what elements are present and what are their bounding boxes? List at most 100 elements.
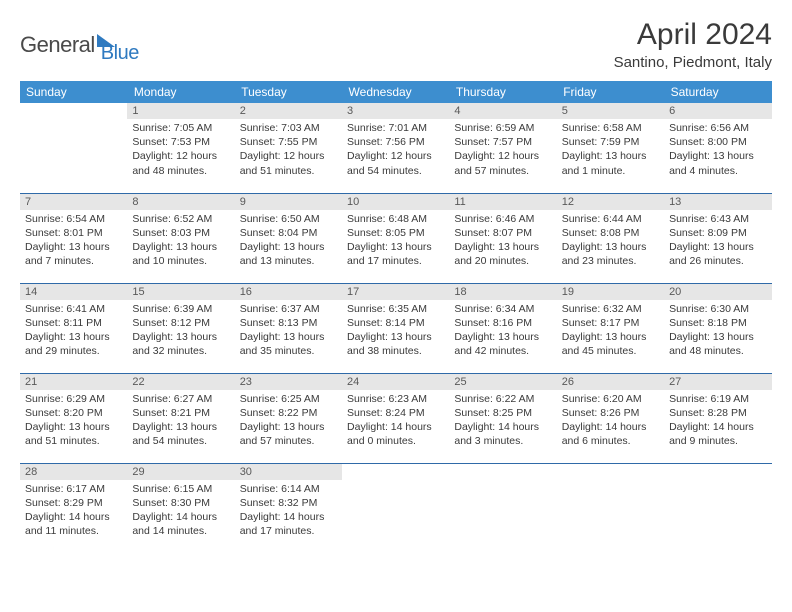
weekday-header: Saturday <box>664 81 771 103</box>
weekday-header: Wednesday <box>342 81 449 103</box>
day-number: 14 <box>20 284 127 300</box>
calendar-cell: 13Sunrise: 6:43 AMSunset: 8:09 PMDayligh… <box>664 193 771 283</box>
calendar-cell: 1Sunrise: 7:05 AMSunset: 7:53 PMDaylight… <box>127 103 234 193</box>
day-details: Sunrise: 7:03 AMSunset: 7:55 PMDaylight:… <box>235 119 342 180</box>
day-number: 15 <box>127 284 234 300</box>
day-details: Sunrise: 6:35 AMSunset: 8:14 PMDaylight:… <box>342 300 449 361</box>
calendar-cell: 23Sunrise: 6:25 AMSunset: 8:22 PMDayligh… <box>235 373 342 463</box>
day-details: Sunrise: 7:01 AMSunset: 7:56 PMDaylight:… <box>342 119 449 180</box>
day-details: Sunrise: 6:14 AMSunset: 8:32 PMDaylight:… <box>235 480 342 541</box>
calendar-cell: 3Sunrise: 7:01 AMSunset: 7:56 PMDaylight… <box>342 103 449 193</box>
calendar-cell: 29Sunrise: 6:15 AMSunset: 8:30 PMDayligh… <box>127 463 234 553</box>
day-number: 12 <box>557 194 664 210</box>
calendar-cell: 26Sunrise: 6:20 AMSunset: 8:26 PMDayligh… <box>557 373 664 463</box>
day-number: 23 <box>235 374 342 390</box>
day-details: Sunrise: 6:34 AMSunset: 8:16 PMDaylight:… <box>449 300 556 361</box>
day-number: 11 <box>449 194 556 210</box>
weekday-header: Sunday <box>20 81 127 103</box>
page-header: General Blue April 2024 Santino, Piedmon… <box>20 18 772 71</box>
day-details: Sunrise: 6:23 AMSunset: 8:24 PMDaylight:… <box>342 390 449 451</box>
month-title: April 2024 <box>614 18 772 52</box>
calendar-cell: 18Sunrise: 6:34 AMSunset: 8:16 PMDayligh… <box>449 283 556 373</box>
day-details: Sunrise: 6:50 AMSunset: 8:04 PMDaylight:… <box>235 210 342 271</box>
day-number: 5 <box>557 103 664 119</box>
weekday-header: Monday <box>127 81 234 103</box>
day-details: Sunrise: 6:29 AMSunset: 8:20 PMDaylight:… <box>20 390 127 451</box>
day-number: 10 <box>342 194 449 210</box>
day-details: Sunrise: 6:48 AMSunset: 8:05 PMDaylight:… <box>342 210 449 271</box>
day-details: Sunrise: 6:58 AMSunset: 7:59 PMDaylight:… <box>557 119 664 180</box>
day-details: Sunrise: 6:44 AMSunset: 8:08 PMDaylight:… <box>557 210 664 271</box>
calendar-cell: 11Sunrise: 6:46 AMSunset: 8:07 PMDayligh… <box>449 193 556 283</box>
weekday-header: Tuesday <box>235 81 342 103</box>
calendar-cell: 4Sunrise: 6:59 AMSunset: 7:57 PMDaylight… <box>449 103 556 193</box>
calendar-cell: 15Sunrise: 6:39 AMSunset: 8:12 PMDayligh… <box>127 283 234 373</box>
day-number: 7 <box>20 194 127 210</box>
day-number: 4 <box>449 103 556 119</box>
location-text: Santino, Piedmont, Italy <box>614 54 772 71</box>
day-details: Sunrise: 6:32 AMSunset: 8:17 PMDaylight:… <box>557 300 664 361</box>
day-details: Sunrise: 6:54 AMSunset: 8:01 PMDaylight:… <box>20 210 127 271</box>
calendar-cell: 19Sunrise: 6:32 AMSunset: 8:17 PMDayligh… <box>557 283 664 373</box>
calendar-cell: 17Sunrise: 6:35 AMSunset: 8:14 PMDayligh… <box>342 283 449 373</box>
day-details: Sunrise: 6:19 AMSunset: 8:28 PMDaylight:… <box>664 390 771 451</box>
calendar-cell: 24Sunrise: 6:23 AMSunset: 8:24 PMDayligh… <box>342 373 449 463</box>
day-number: 16 <box>235 284 342 300</box>
day-number: 1 <box>127 103 234 119</box>
day-details: Sunrise: 6:56 AMSunset: 8:00 PMDaylight:… <box>664 119 771 180</box>
day-details: Sunrise: 6:43 AMSunset: 8:09 PMDaylight:… <box>664 210 771 271</box>
day-details: Sunrise: 6:20 AMSunset: 8:26 PMDaylight:… <box>557 390 664 451</box>
logo: General Blue <box>20 18 139 65</box>
calendar-cell: 9Sunrise: 6:50 AMSunset: 8:04 PMDaylight… <box>235 193 342 283</box>
day-details: Sunrise: 6:37 AMSunset: 8:13 PMDaylight:… <box>235 300 342 361</box>
calendar-cell: 14Sunrise: 6:41 AMSunset: 8:11 PMDayligh… <box>20 283 127 373</box>
calendar-cell: 2Sunrise: 7:03 AMSunset: 7:55 PMDaylight… <box>235 103 342 193</box>
calendar-cell-empty <box>449 463 556 553</box>
weekday-header: Thursday <box>449 81 556 103</box>
calendar-cell: 7Sunrise: 6:54 AMSunset: 8:01 PMDaylight… <box>20 193 127 283</box>
day-number: 3 <box>342 103 449 119</box>
logo-text-1: General <box>20 32 95 58</box>
calendar-cell: 12Sunrise: 6:44 AMSunset: 8:08 PMDayligh… <box>557 193 664 283</box>
day-number: 13 <box>664 194 771 210</box>
day-details: Sunrise: 6:46 AMSunset: 8:07 PMDaylight:… <box>449 210 556 271</box>
day-details: Sunrise: 6:41 AMSunset: 8:11 PMDaylight:… <box>20 300 127 361</box>
day-details: Sunrise: 6:17 AMSunset: 8:29 PMDaylight:… <box>20 480 127 541</box>
calendar-cell-empty <box>20 103 127 193</box>
day-number: 20 <box>664 284 771 300</box>
day-details: Sunrise: 6:59 AMSunset: 7:57 PMDaylight:… <box>449 119 556 180</box>
day-number: 27 <box>664 374 771 390</box>
day-number: 9 <box>235 194 342 210</box>
day-number: 25 <box>449 374 556 390</box>
day-details: Sunrise: 6:25 AMSunset: 8:22 PMDaylight:… <box>235 390 342 451</box>
calendar-cell: 27Sunrise: 6:19 AMSunset: 8:28 PMDayligh… <box>664 373 771 463</box>
calendar-cell: 16Sunrise: 6:37 AMSunset: 8:13 PMDayligh… <box>235 283 342 373</box>
day-number: 26 <box>557 374 664 390</box>
day-number: 24 <box>342 374 449 390</box>
calendar-table: SundayMondayTuesdayWednesdayThursdayFrid… <box>20 81 772 553</box>
day-details: Sunrise: 6:27 AMSunset: 8:21 PMDaylight:… <box>127 390 234 451</box>
day-number: 2 <box>235 103 342 119</box>
calendar-cell: 30Sunrise: 6:14 AMSunset: 8:32 PMDayligh… <box>235 463 342 553</box>
calendar-cell: 28Sunrise: 6:17 AMSunset: 8:29 PMDayligh… <box>20 463 127 553</box>
day-details: Sunrise: 6:15 AMSunset: 8:30 PMDaylight:… <box>127 480 234 541</box>
calendar-cell-empty <box>557 463 664 553</box>
calendar-cell: 6Sunrise: 6:56 AMSunset: 8:00 PMDaylight… <box>664 103 771 193</box>
day-number: 17 <box>342 284 449 300</box>
day-number: 22 <box>127 374 234 390</box>
calendar-cell: 8Sunrise: 6:52 AMSunset: 8:03 PMDaylight… <box>127 193 234 283</box>
calendar-cell-empty <box>664 463 771 553</box>
day-details: Sunrise: 6:22 AMSunset: 8:25 PMDaylight:… <box>449 390 556 451</box>
day-details: Sunrise: 7:05 AMSunset: 7:53 PMDaylight:… <box>127 119 234 180</box>
day-number: 19 <box>557 284 664 300</box>
day-details: Sunrise: 6:39 AMSunset: 8:12 PMDaylight:… <box>127 300 234 361</box>
calendar-cell: 20Sunrise: 6:30 AMSunset: 8:18 PMDayligh… <box>664 283 771 373</box>
logo-text-2: Blue <box>101 42 139 65</box>
day-number: 29 <box>127 464 234 480</box>
calendar-cell: 22Sunrise: 6:27 AMSunset: 8:21 PMDayligh… <box>127 373 234 463</box>
day-number: 30 <box>235 464 342 480</box>
day-number: 8 <box>127 194 234 210</box>
calendar-cell: 25Sunrise: 6:22 AMSunset: 8:25 PMDayligh… <box>449 373 556 463</box>
day-number: 28 <box>20 464 127 480</box>
calendar-cell-empty <box>342 463 449 553</box>
